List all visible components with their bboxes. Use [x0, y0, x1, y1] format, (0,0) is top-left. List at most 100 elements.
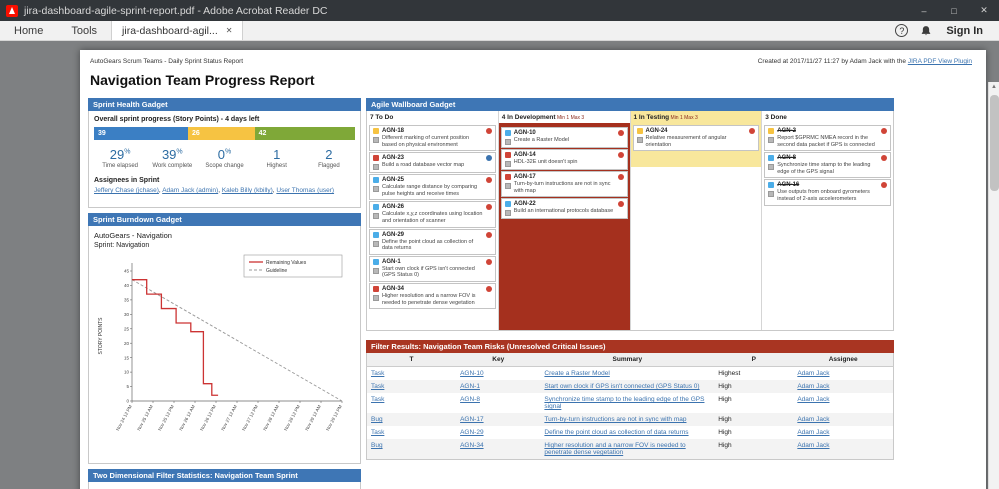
issue-summary-link[interactable]: Start own clock if GPS isn't connected (… [544, 383, 700, 390]
assignee-link[interactable]: Kaleb Billy (kbilly) [221, 187, 273, 194]
issue-key[interactable]: AGN-23 [382, 155, 405, 162]
issue-type-icon [373, 258, 379, 265]
wallboard-card[interactable]: AGN-24 Relative measurement of angular or… [632, 125, 760, 152]
document-tab[interactable]: jira-dashboard-agil... ✕ [111, 21, 244, 40]
card-content: AGN-29 Define the point cloud as collecti… [382, 232, 483, 252]
tabbar-spacer [243, 21, 895, 40]
issue-key[interactable]: AGN-8 [777, 155, 796, 162]
issue-key[interactable]: AGN-24 [645, 128, 668, 134]
priority-icon [749, 128, 756, 134]
issue-type-link[interactable]: Task [371, 370, 385, 377]
issue-type-icon [373, 285, 379, 292]
tab-tools[interactable]: Tools [71, 24, 98, 37]
svg-text:Nov 26 12 AM: Nov 26 12 AM [178, 404, 196, 432]
issue-key[interactable]: AGN-14 [513, 152, 536, 158]
issue-type-link[interactable]: Task [371, 383, 385, 390]
wallboard-card[interactable]: AGN-8 Synchronize time stamp to the leadi… [764, 152, 891, 179]
issue-type-icon [768, 155, 775, 162]
assignee-avatar-icon [373, 186, 379, 193]
wallboard-card[interactable]: AGN-22 Build an international protocols d… [500, 198, 628, 220]
vertical-scrollbar[interactable]: ▲ [988, 82, 999, 489]
wallboard-card[interactable]: AGN-26 Calculate x,y,z coordinates using … [369, 201, 496, 228]
table-header-key[interactable]: Key [456, 353, 541, 367]
issue-summary-link[interactable]: Turn-by-turn instructions are not in syn… [544, 416, 687, 423]
assignee-link[interactable]: Adam Jack (admin) [162, 187, 219, 194]
svg-text:Nov 28 12 AM: Nov 28 12 AM [262, 404, 280, 432]
wallboard-card[interactable]: AGN-23 Build a road database vector map [369, 152, 496, 174]
sprint-health-gadget-header: Sprint Health Gadget [88, 98, 361, 111]
issue-key[interactable]: AGN-29 [382, 231, 405, 238]
assignee-link[interactable]: Adam Jack [797, 396, 830, 403]
assignee-avatar-icon [373, 137, 379, 143]
issue-key[interactable]: AGN-2 [777, 128, 796, 134]
issue-type-link[interactable]: Bug [371, 442, 383, 449]
svg-text:Nov 25 12 AM: Nov 25 12 AM [136, 404, 154, 432]
assignee-avatar-icon [373, 267, 379, 274]
assignee-avatar-icon [373, 213, 379, 220]
issue-type-link[interactable]: Task [371, 396, 385, 403]
issue-summary-link[interactable]: Create a Raster Model [544, 370, 610, 377]
tab-home[interactable]: Home [14, 24, 44, 37]
assignee-link[interactable]: Adam Jack [797, 416, 830, 423]
close-button[interactable]: ✕ [980, 5, 988, 15]
help-icon[interactable]: ? [895, 24, 909, 37]
assignee-link[interactable]: Adam Jack [797, 383, 830, 390]
assignee-avatar-icon [504, 183, 511, 189]
issue-key[interactable]: AGN-10 [513, 130, 536, 136]
wallboard-card[interactable]: AGN-16 Use outputs from onboard gyrometer… [764, 179, 891, 206]
issue-key-link[interactable]: AGN-17 [460, 416, 484, 423]
sign-in-button[interactable]: Sign In [946, 24, 983, 37]
issue-key-link[interactable]: AGN-10 [460, 370, 484, 377]
tab-close-icon[interactable]: ✕ [225, 26, 233, 35]
issue-type-link[interactable]: Task [371, 429, 385, 436]
scrollbar-thumb[interactable] [990, 95, 999, 191]
stat-label: Highest [266, 163, 287, 169]
assignee-link[interactable]: Jeffery Chase (jchase) [94, 187, 159, 194]
issue-key-link[interactable]: AGN-8 [460, 396, 480, 403]
issue-type-icon [373, 177, 379, 184]
notifications-bell-icon[interactable] [920, 25, 932, 37]
wallboard-card[interactable]: AGN-25 Calculate range distance by compar… [369, 174, 496, 201]
issue-key[interactable]: AGN-25 [382, 177, 405, 184]
column-name: 1 In Testing [633, 114, 670, 121]
issue-key[interactable]: AGN-22 [513, 201, 536, 208]
issue-key[interactable]: AGN-17 [513, 174, 536, 180]
assignee-link[interactable]: User Thomas (user) [276, 187, 335, 194]
issue-key-link[interactable]: AGN-29 [460, 429, 484, 436]
wallboard-card[interactable]: AGN-1 Start own clock if GPS isn't connec… [369, 255, 496, 282]
table-header-p[interactable]: P [714, 353, 794, 367]
window-title: jira-dashboard-agile-sprint-report.pdf -… [24, 4, 328, 17]
wallboard-card[interactable]: AGN-10 Create a Raster Model [500, 127, 628, 148]
wallboard-card[interactable]: AGN-29 Define the point cloud as collecti… [369, 228, 496, 255]
scroll-up-arrow[interactable]: ▲ [991, 84, 997, 90]
jira-pdf-plugin-link[interactable]: JIRA PDF View Plugin [907, 58, 972, 65]
issue-summary-link[interactable]: Synchronize time stamp to the leading ed… [544, 396, 705, 410]
wallboard-column-to-do: 7 To Do AGN-18 Different marking of curren… [367, 111, 499, 330]
wallboard-card[interactable]: AGN-17 Turn-by-turn instructions are not … [500, 171, 628, 198]
issue-key[interactable]: AGN-18 [382, 128, 405, 134]
wallboard-card[interactable]: AGN-34 Higher resolution and a narrow FOV… [369, 282, 496, 310]
table-header-assignee[interactable]: Assignee [793, 353, 894, 367]
assignee-link[interactable]: Adam Jack [797, 370, 830, 377]
svg-text:5: 5 [126, 384, 129, 389]
issue-type-link[interactable]: Bug [371, 416, 383, 423]
issue-key-link[interactable]: AGN-34 [460, 442, 484, 449]
assignee-link[interactable]: Adam Jack [797, 429, 830, 436]
issue-key[interactable]: AGN-34 [382, 285, 405, 292]
table-header-summary[interactable]: Summary [540, 353, 715, 367]
minimize-button[interactable]: – [921, 5, 927, 16]
issue-key-link[interactable]: AGN-1 [460, 383, 480, 390]
table-header-t[interactable]: T [366, 353, 457, 367]
issue-summary-link[interactable]: Define the point cloud as collection of … [544, 429, 689, 436]
wallboard-card[interactable]: AGN-2 Report $GPRMC NMEA record in the se… [764, 125, 891, 152]
wallboard-card[interactable]: AGN-18 Different marking of current posit… [369, 125, 496, 152]
card-icon-rail [373, 258, 379, 279]
maximize-button[interactable]: □ [951, 5, 957, 16]
assignee-link[interactable]: Adam Jack [797, 442, 830, 449]
issue-type-icon [768, 128, 775, 134]
issue-summary-link[interactable]: Higher resolution and a narrow FOV is ne… [544, 442, 686, 456]
issue-key[interactable]: AGN-26 [382, 204, 405, 211]
issue-key[interactable]: AGN-1 [382, 258, 401, 265]
wallboard-card[interactable]: AGN-14 HDL-32E unit doesn't spin [500, 149, 628, 170]
issue-key[interactable]: AGN-16 [777, 182, 800, 189]
